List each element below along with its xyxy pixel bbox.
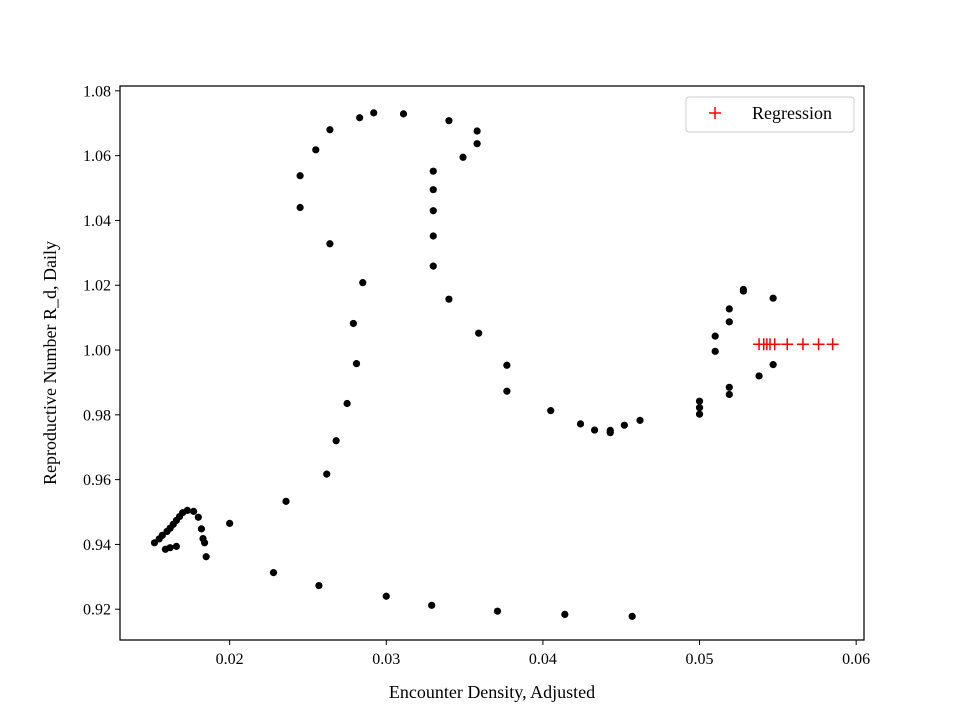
- y-tick-label: 0.94: [83, 537, 111, 554]
- data-point: [769, 294, 777, 302]
- data-point: [315, 581, 323, 590]
- data-point: [166, 544, 174, 552]
- data-point: [628, 612, 636, 620]
- data-point: [503, 387, 511, 395]
- regression-point: [826, 338, 839, 351]
- y-tick-label: 1.04: [83, 213, 111, 230]
- data-point: [459, 153, 467, 161]
- x-tick-label: 0.03: [372, 651, 400, 668]
- data-point: [695, 397, 704, 405]
- data-point: [226, 519, 234, 527]
- data-point: [399, 110, 408, 118]
- x-axis-ticks: 0.02 0.03 0.04 0.05 0.06: [216, 640, 870, 668]
- data-point: [473, 127, 481, 135]
- data-point: [503, 361, 511, 369]
- data-point: [711, 332, 719, 340]
- data-point: [326, 240, 334, 248]
- data-point: [725, 305, 733, 313]
- x-tick-label: 0.02: [216, 651, 244, 668]
- data-point: [352, 360, 361, 368]
- regression-point: [781, 338, 794, 351]
- data-point: [429, 232, 437, 240]
- data-point: [200, 539, 209, 547]
- data-point: [356, 114, 364, 122]
- data-point: [636, 416, 644, 424]
- data-point: [296, 203, 304, 212]
- data-point: [429, 207, 437, 215]
- data-point: [172, 542, 180, 550]
- x-tick-label: 0.04: [529, 651, 557, 668]
- data-point: [725, 383, 733, 391]
- y-axis-ticks: 0.92 0.94 0.96 0.98 1.00 1.02 1.04 1.06 1.08: [83, 83, 120, 619]
- data-point: [194, 513, 202, 521]
- data-point: [296, 172, 304, 180]
- data-point: [332, 437, 340, 445]
- data-point: [269, 569, 278, 577]
- y-tick-label: 1.08: [83, 83, 111, 100]
- y-tick-label: 1.00: [83, 343, 111, 360]
- data-point: [326, 126, 334, 134]
- x-tick-label: 0.06: [842, 651, 870, 668]
- data-point: [475, 329, 483, 337]
- legend-box: [685, 96, 855, 133]
- data-point: [190, 507, 198, 515]
- data-point: [197, 525, 206, 533]
- legend-entry-regression: Regression: [752, 103, 832, 123]
- data-point: [429, 262, 437, 270]
- data-point: [312, 146, 320, 154]
- data-point: [202, 553, 210, 561]
- y-axis-label: Reproductive Number R_d, Daily: [40, 241, 60, 485]
- data-point: [711, 347, 719, 355]
- data-point: [606, 426, 614, 434]
- data-point: [590, 426, 599, 434]
- y-tick-label: 0.96: [83, 472, 111, 489]
- chart-marks: [150, 109, 839, 620]
- data-point: [323, 470, 331, 478]
- data-point: [695, 404, 704, 412]
- data-point: [547, 407, 555, 415]
- data-point: [429, 186, 437, 194]
- data-point: [561, 610, 569, 619]
- data-point: [695, 410, 704, 418]
- y-tick-label: 1.06: [83, 148, 111, 165]
- data-point: [725, 318, 733, 326]
- data-point: [445, 117, 453, 125]
- data-point: [576, 420, 585, 428]
- y-tick-label: 1.02: [83, 278, 111, 295]
- data-point: [739, 285, 747, 294]
- data-point: [493, 607, 502, 615]
- data-point: [183, 506, 191, 515]
- x-axis-label: Encounter Density, Adjusted: [389, 682, 595, 702]
- regression-point: [796, 338, 809, 351]
- data-point: [349, 319, 357, 328]
- data-point: [445, 295, 453, 303]
- y-tick-label: 0.98: [83, 407, 111, 424]
- data-point: [755, 372, 763, 380]
- regression-point: [812, 338, 825, 351]
- data-point: [282, 497, 290, 505]
- legend: Regression: [685, 96, 855, 133]
- plot-frame: [119, 85, 865, 641]
- y-tick-label: 0.92: [83, 602, 111, 619]
- x-tick-label: 0.05: [686, 651, 714, 668]
- data-point: [725, 390, 733, 399]
- data-point: [473, 140, 481, 148]
- data-point: [620, 421, 628, 429]
- data-point: [359, 279, 367, 287]
- data-point: [382, 592, 390, 600]
- data-point: [429, 167, 437, 175]
- data-point: [428, 601, 436, 609]
- data-point: [343, 399, 351, 408]
- data-point: [370, 109, 378, 117]
- data-point: [769, 361, 777, 369]
- legend-plus-marker: [709, 107, 721, 119]
- regression-point: [768, 338, 781, 351]
